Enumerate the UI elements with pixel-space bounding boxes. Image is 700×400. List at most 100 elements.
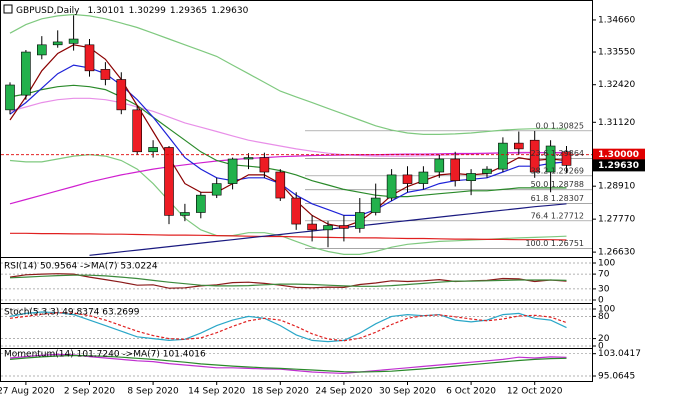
x-tick-label: 18 Sep 2020 (252, 387, 309, 397)
symbol-icon (3, 4, 13, 14)
candle-body (291, 197, 302, 225)
panel (1, 353, 592, 377)
y-tick-label: 30 (598, 284, 610, 294)
y-tick-label: 103.0417 (598, 349, 641, 359)
candle-body (180, 212, 190, 216)
candle-body (529, 139, 540, 173)
x-tick-label: 12 Oct 2020 (507, 387, 563, 397)
candle-body (36, 44, 47, 56)
candle-body (434, 158, 445, 173)
indicator-line (9, 151, 567, 205)
indicator-line (9, 274, 567, 287)
y-tick-label: 20 (598, 334, 610, 344)
panel (1, 262, 592, 301)
x-tick-label: 6 Oct 2020 (446, 387, 496, 397)
indicator-line (9, 353, 567, 375)
ohlc-value: 1.29365 (170, 6, 207, 16)
candle-body (323, 225, 333, 231)
price-marker-label: 1.30000 (598, 150, 639, 160)
panel (1, 13, 592, 256)
candle-body (100, 69, 111, 80)
fib-label: 38.2 1.29269 (531, 166, 584, 175)
candle-body (164, 147, 174, 216)
candle-body (545, 145, 556, 173)
candle-body (354, 212, 365, 229)
indicator-line (9, 154, 567, 255)
price-marker (593, 159, 645, 172)
candle-body (513, 142, 524, 150)
y-tick-label: 1.27770 (598, 215, 635, 225)
x-tick-label: 14 Sep 2020 (188, 387, 245, 397)
price-marker-label: 1.29630 (598, 161, 639, 171)
fib-label: 23.6 1.29864 (531, 149, 584, 158)
indicator-title: Stoch(5,3,3) 49.8374 63.2699 (4, 308, 140, 318)
candle-body (418, 171, 429, 184)
candle-body (450, 158, 461, 181)
plot-frame (0, 0, 593, 382)
x-tick-label: 24 Sep 2020 (315, 387, 372, 397)
indicator-line (9, 312, 567, 342)
x-tick-label: 8 Sep 2020 (127, 387, 179, 397)
candle-body (211, 183, 222, 196)
panel (1, 308, 592, 347)
fib-label: 76.4 1.27712 (531, 211, 584, 220)
indicator-title: Momentum(14) 101.7240 ->MA(7) 101.4016 (4, 350, 206, 360)
y-tick-label: 1.33550 (598, 48, 635, 58)
y-tick-label: 1.28910 (598, 182, 635, 192)
candle-body (21, 51, 31, 96)
candle-body (498, 142, 508, 170)
candle-body (561, 151, 572, 166)
candle-body (52, 41, 63, 46)
x-tick-label: 2 Sep 2020 (64, 387, 116, 397)
ohlc-value: 1.30101 (87, 6, 124, 16)
y-tick-label: 70 (598, 270, 610, 280)
indicator-line (9, 97, 567, 157)
indicator-line (9, 354, 567, 373)
candle-body (259, 157, 270, 173)
candle-body (148, 147, 158, 153)
y-tick-label: 0 (598, 342, 604, 352)
y-tick-label: 100 (598, 305, 615, 315)
indicator-line (9, 311, 567, 343)
title-text: GBPUSD,Daily (16, 6, 80, 16)
y-tick-label: 1.31120 (598, 118, 635, 128)
ohlc-value: 1.29630 (211, 6, 248, 16)
price-marker (593, 148, 645, 161)
y-tick-label: 0 (598, 296, 604, 306)
candle-body (307, 223, 317, 231)
x-tick-label: 27 Aug 2020 (0, 387, 55, 397)
candle-body (243, 157, 254, 160)
fib-label: 0.0 1.30825 (536, 121, 584, 130)
y-tick-label: 1.26630 (598, 248, 635, 258)
y-tick-label: 95.0645 (598, 372, 635, 382)
candle-body (482, 168, 492, 174)
fib-label: 50.0 1.28788 (531, 180, 584, 189)
candle-body (132, 109, 142, 153)
indicator-line (9, 84, 567, 198)
candle-body (84, 44, 95, 72)
candle-body (196, 194, 206, 213)
candle-body (116, 79, 127, 111)
candle-body (339, 225, 349, 229)
candle-body (386, 174, 397, 199)
fib-label: 61.8 1.28307 (531, 194, 584, 203)
indicator-line (9, 44, 567, 228)
y-tick-label: 1.34660 (598, 15, 635, 25)
ohlc-value: 1.30299 (129, 6, 166, 16)
y-tick-label: 80 (598, 312, 610, 322)
candle-body (402, 174, 413, 184)
y-tick-label: 100 (598, 259, 615, 269)
chart-title: GBPUSD,Daily 1.30101 1.30299 1.29365 1.29630 (16, 6, 249, 16)
candle-body (5, 84, 15, 111)
indicator-title: RSI(14) 50.9564 ->MA(7) 53.0224 (4, 262, 158, 272)
y-tick-label: 1.32420 (598, 80, 635, 90)
candle-body (466, 173, 476, 181)
indicator-line (10, 232, 567, 241)
candle-body (275, 171, 286, 199)
candle-body (68, 38, 79, 44)
candle-body (370, 197, 381, 213)
candle-body (227, 158, 238, 184)
indicator-line (9, 13, 567, 135)
fib-label: 100.0 1.26751 (525, 239, 584, 248)
